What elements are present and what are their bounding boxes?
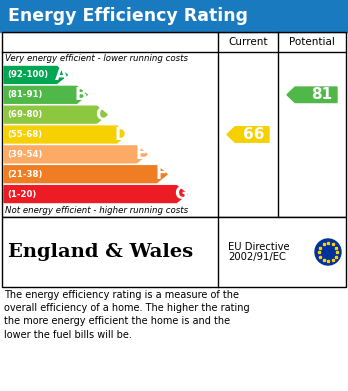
Text: (39-54): (39-54): [7, 150, 42, 159]
Text: The energy efficiency rating is a measure of the
overall efficiency of a home. T: The energy efficiency rating is a measur…: [4, 290, 250, 340]
Polygon shape: [4, 66, 68, 83]
Text: (92-100): (92-100): [7, 70, 48, 79]
Text: (69-80): (69-80): [7, 110, 42, 119]
Text: (55-68): (55-68): [7, 130, 42, 139]
Bar: [2, 217, 346, 287]
Bar: [0, 0, 348, 32]
Text: 81: 81: [311, 87, 332, 102]
Polygon shape: [4, 186, 187, 203]
Text: C: C: [95, 106, 108, 124]
Text: Potential: Potential: [289, 37, 335, 47]
Polygon shape: [4, 106, 107, 123]
Polygon shape: [4, 86, 87, 103]
Text: Not energy efficient - higher running costs: Not energy efficient - higher running co…: [5, 206, 188, 215]
Text: D: D: [114, 126, 128, 143]
Text: (1-20): (1-20): [7, 190, 36, 199]
Text: G: G: [174, 185, 188, 203]
Text: (81-91): (81-91): [7, 90, 42, 99]
Text: (21-38): (21-38): [7, 170, 42, 179]
Bar: [2, 32, 346, 217]
Polygon shape: [4, 146, 147, 163]
Text: Current: Current: [228, 37, 268, 47]
Text: B: B: [75, 86, 88, 104]
Text: A: A: [55, 66, 68, 84]
Polygon shape: [4, 166, 167, 183]
Text: Very energy efficient - lower running costs: Very energy efficient - lower running co…: [5, 54, 188, 63]
Text: 2002/91/EC: 2002/91/EC: [228, 252, 286, 262]
Text: EU Directive: EU Directive: [228, 242, 290, 252]
Text: 66: 66: [243, 127, 264, 142]
Polygon shape: [4, 126, 127, 143]
Polygon shape: [227, 127, 269, 142]
Circle shape: [315, 239, 341, 265]
Polygon shape: [287, 87, 337, 102]
Text: F: F: [156, 165, 167, 183]
Text: E: E: [135, 145, 147, 163]
Text: England & Wales: England & Wales: [8, 243, 193, 261]
Text: Energy Efficiency Rating: Energy Efficiency Rating: [8, 7, 248, 25]
